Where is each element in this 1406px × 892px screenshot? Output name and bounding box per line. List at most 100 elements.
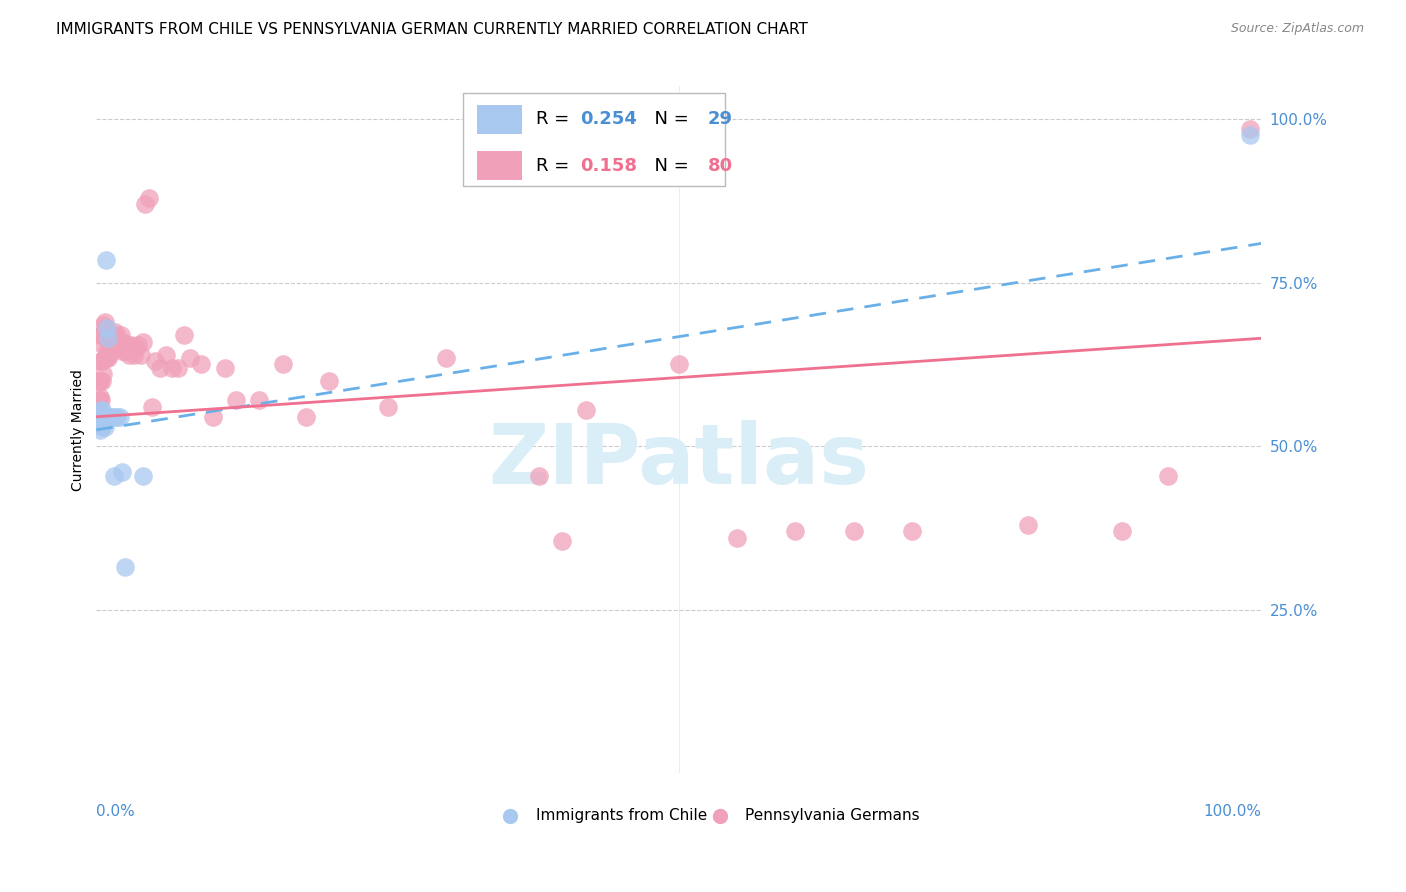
Point: [901, 524, 924, 539]
Point: [112, 334, 135, 349]
Point: [98, 344, 121, 359]
Point: [87, 417, 110, 431]
Point: [103, 468, 125, 483]
Point: [105, 338, 128, 352]
Point: [190, 358, 212, 372]
Point: [122, 348, 145, 362]
Point: [94, 351, 117, 365]
Text: N =: N =: [643, 111, 695, 128]
Point: [271, 358, 294, 372]
Point: [167, 360, 190, 375]
Point: [125, 341, 148, 355]
Point: [91, 354, 114, 368]
Point: [91, 403, 114, 417]
Point: [118, 348, 141, 362]
Point: [89, 423, 111, 437]
Point: [87, 393, 110, 408]
Point: [93, 368, 115, 382]
Point: [96, 328, 118, 343]
Text: 0.254: 0.254: [579, 111, 637, 128]
Point: [117, 338, 139, 352]
Text: N =: N =: [643, 157, 695, 175]
Point: [201, 409, 224, 424]
Point: [98, 328, 121, 343]
Point: [90, 354, 112, 368]
Point: [98, 328, 121, 343]
Point: [1111, 524, 1133, 539]
Point: [179, 351, 201, 365]
Text: 0.158: 0.158: [579, 157, 637, 175]
Point: [785, 524, 807, 539]
Point: [499, 807, 522, 822]
Point: [134, 197, 156, 211]
Point: [97, 331, 120, 345]
Point: [97, 409, 120, 424]
Point: [91, 419, 114, 434]
Point: [89, 374, 111, 388]
Text: R =: R =: [536, 111, 575, 128]
Point: [90, 403, 112, 417]
Point: [90, 393, 112, 408]
Point: [98, 409, 121, 424]
Point: [90, 328, 112, 343]
Point: [129, 348, 152, 362]
Point: [173, 328, 195, 343]
Point: [160, 360, 183, 375]
Point: [318, 374, 340, 388]
Point: [94, 252, 117, 267]
Point: [225, 393, 247, 408]
Point: [110, 328, 132, 343]
Point: [551, 534, 574, 549]
Point: [842, 524, 865, 539]
Point: [132, 334, 155, 349]
Point: [91, 328, 114, 343]
FancyBboxPatch shape: [477, 104, 522, 134]
Text: Source: ZipAtlas.com: Source: ZipAtlas.com: [1230, 22, 1364, 36]
Point: [91, 374, 114, 388]
Text: R =: R =: [536, 157, 575, 175]
Point: [98, 348, 121, 362]
Point: [86, 409, 108, 424]
Point: [93, 409, 115, 424]
Text: Pennsylvania Germans: Pennsylvania Germans: [745, 808, 920, 823]
Point: [214, 360, 236, 375]
Point: [87, 374, 110, 388]
Point: [90, 417, 112, 431]
Point: [295, 409, 318, 424]
Point: [93, 318, 115, 333]
Point: [138, 191, 160, 205]
Point: [149, 360, 172, 375]
Point: [104, 409, 127, 424]
Text: 29: 29: [709, 111, 733, 128]
Point: [103, 331, 125, 345]
Point: [155, 348, 177, 362]
Point: [709, 807, 731, 822]
Point: [107, 341, 129, 355]
Point: [104, 338, 127, 352]
Text: ZIPatlas: ZIPatlas: [488, 420, 869, 501]
Point: [96, 321, 118, 335]
Point: [114, 344, 136, 359]
Point: [89, 409, 111, 424]
Point: [93, 409, 115, 424]
Point: [143, 354, 166, 368]
Text: 100.0%: 100.0%: [1204, 805, 1261, 820]
Point: [575, 403, 598, 417]
Point: [100, 341, 122, 355]
Point: [101, 334, 124, 349]
Point: [377, 400, 399, 414]
Point: [114, 560, 136, 574]
Point: [89, 390, 111, 404]
Point: [1239, 121, 1261, 136]
Point: [87, 409, 110, 424]
Point: [127, 338, 149, 352]
Y-axis label: Currently Married: Currently Married: [72, 369, 86, 491]
Text: Immigrants from Chile: Immigrants from Chile: [536, 808, 707, 823]
FancyBboxPatch shape: [477, 151, 522, 180]
Point: [100, 409, 122, 424]
Point: [93, 417, 115, 431]
Point: [668, 358, 690, 372]
Point: [94, 321, 117, 335]
Text: 0.0%: 0.0%: [97, 805, 135, 820]
Point: [120, 338, 142, 352]
